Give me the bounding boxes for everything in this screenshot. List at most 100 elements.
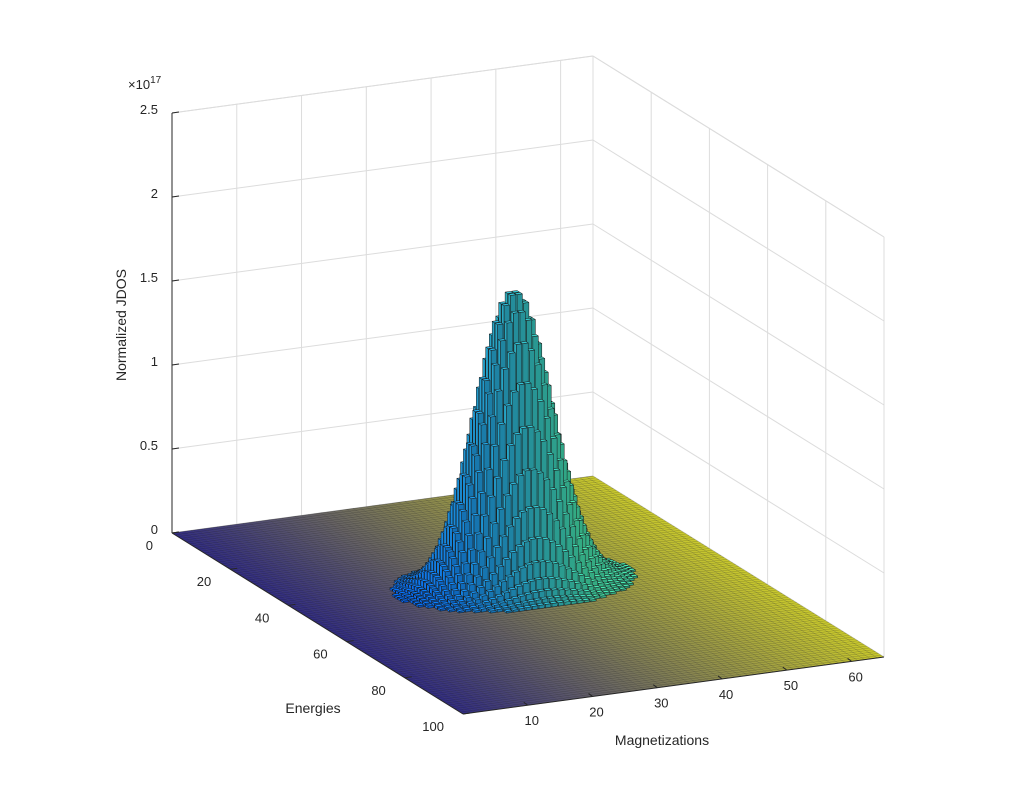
bar-face-top: [443, 604, 453, 608]
bar-face-top: [413, 585, 424, 588]
bar-face-top: [465, 441, 475, 445]
floor-row: [346, 584, 768, 642]
bar-face-top: [534, 536, 544, 539]
floor-row: [358, 591, 780, 650]
bar-face-top: [491, 320, 501, 324]
x-axis-label: Magnetizations: [615, 732, 709, 748]
floor-row: [445, 645, 867, 704]
bar-face-top: [456, 599, 466, 603]
bar-face-top: [463, 572, 473, 576]
bar-face-top: [444, 575, 455, 579]
axis-layer: [171, 113, 885, 715]
floor-row: [439, 642, 861, 700]
bar-face-top: [420, 578, 430, 582]
bar-face-top: [447, 598, 457, 602]
z-tick-label: 2.5: [140, 102, 158, 117]
x-tick: [523, 701, 529, 706]
floor-row: [407, 622, 829, 680]
bar-face-top: [568, 588, 579, 591]
bar-face-top: [565, 579, 576, 583]
bar-face-top: [437, 597, 448, 601]
bar-face-top: [407, 589, 417, 593]
bar-face-top: [588, 578, 599, 582]
bar-face-top: [539, 576, 550, 580]
bar-face-top: [573, 536, 584, 540]
bar-face-top: [505, 524, 515, 528]
bar-face-top: [391, 593, 401, 596]
floor-row: [390, 611, 812, 669]
floor-row: [366, 597, 789, 655]
bar-face-top: [397, 596, 407, 600]
z-gridline-side: [592, 139, 885, 322]
bar-face-top: [468, 443, 478, 447]
bar-face-top: [547, 487, 558, 491]
bar-face-top: [602, 574, 612, 577]
bar-face-top: [489, 521, 499, 525]
bar-face-top: [426, 583, 436, 587]
floor-row: [364, 595, 786, 653]
bar-face-top: [518, 425, 529, 429]
bar-face-top: [448, 556, 458, 560]
bar-face-top: [457, 550, 468, 554]
bar-face-top: [485, 555, 496, 559]
bar-face-top: [468, 605, 479, 608]
bar-face-top: [510, 290, 521, 294]
z-tick-label: 0: [151, 522, 158, 537]
bar-face-top: [475, 585, 486, 589]
bar-face-top: [446, 524, 456, 527]
bar-face-top: [493, 606, 504, 610]
bar-face-top: [541, 477, 551, 481]
y-axis-label: Energies: [285, 700, 340, 716]
bar-face-top: [504, 574, 515, 578]
bar-face-top: [394, 594, 404, 598]
bar-face-top: [550, 518, 561, 522]
bar-face-top: [524, 506, 535, 509]
bar-face-top: [520, 300, 530, 304]
bar-face-top: [462, 607, 472, 610]
bar-face-top: [521, 468, 532, 472]
bar-face-top: [409, 598, 419, 602]
bar-face-top: [528, 467, 538, 471]
bar-face-top: [445, 549, 455, 553]
z-tick: [171, 111, 180, 114]
floor-row: [369, 598, 791, 657]
floor-row: [451, 649, 873, 708]
bar-face-top: [539, 596, 549, 600]
bar-face-top: [507, 603, 517, 607]
floor-row: [442, 644, 864, 702]
bar-face-top: [481, 378, 491, 382]
bar-face-top: [478, 606, 488, 610]
x-tick: [588, 693, 593, 697]
y-tick-label: 80: [371, 683, 385, 698]
floor-row: [454, 651, 876, 709]
bar-face-top: [477, 491, 487, 494]
bar-face-top: [497, 338, 507, 342]
bar-face-top: [526, 599, 536, 602]
bar-face-top: [514, 544, 525, 548]
bar-face-top: [472, 409, 482, 412]
bar-face-top: [488, 571, 499, 575]
bar-face-top: [419, 589, 429, 592]
bar-face-top: [451, 531, 462, 535]
bar-face-top: [474, 410, 485, 414]
bar-face-top: [524, 562, 534, 566]
z-tick: [171, 363, 180, 366]
bar-face-top: [424, 603, 435, 607]
bar-face-top: [621, 584, 631, 587]
bar-face-top: [505, 443, 516, 447]
bar-face-top: [587, 597, 597, 601]
bar-face-top: [487, 414, 497, 418]
bar-face-top: [520, 581, 530, 584]
bar-face-top: [467, 496, 478, 499]
z-gridline-side: [592, 391, 885, 574]
floor-row: [381, 606, 803, 664]
bar-face-top: [493, 475, 503, 479]
bar-face-top: [585, 570, 596, 574]
bar-face-top: [532, 597, 543, 601]
floor-row: [425, 633, 847, 691]
bar-face-top: [521, 539, 531, 543]
bar-face-top: [512, 432, 522, 435]
bar-face-top: [473, 574, 483, 578]
z-axis-label: Normalized JDOS: [113, 269, 129, 381]
bar-face-top: [431, 601, 441, 604]
